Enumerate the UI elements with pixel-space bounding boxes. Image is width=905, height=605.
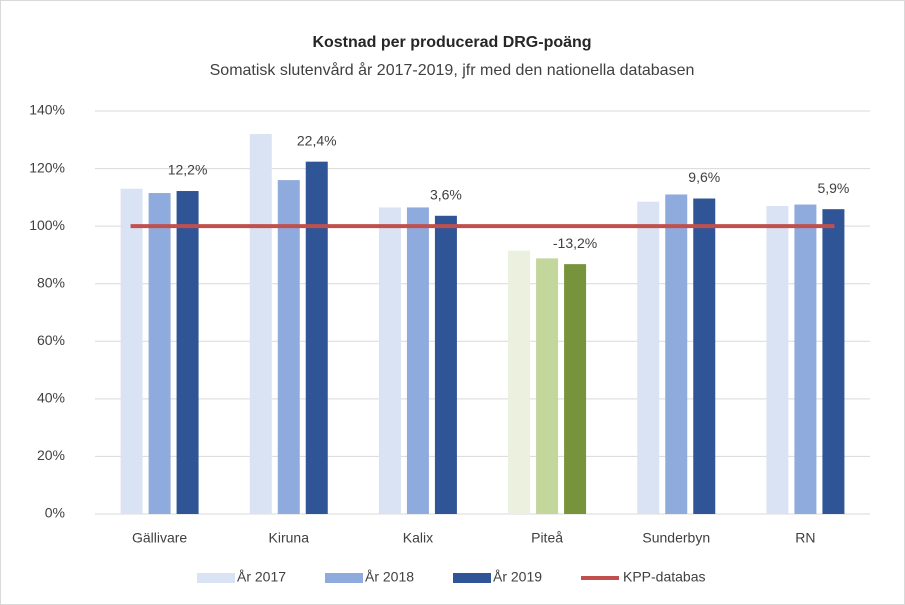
y-tick-label: 40% — [37, 390, 65, 406]
bar — [120, 188, 143, 514]
legend-label: År 2019 — [493, 569, 542, 585]
y-tick-label: 140% — [29, 102, 65, 118]
bar — [148, 193, 171, 514]
x-tick-label: RN — [795, 530, 815, 546]
y-tick-label: 20% — [37, 447, 65, 463]
bar — [794, 204, 817, 514]
x-tick-label: Kalix — [403, 530, 433, 546]
bar — [564, 264, 587, 514]
bar — [536, 258, 559, 514]
annotation: 5,9% — [817, 180, 849, 196]
annotation: -13,2% — [553, 235, 597, 251]
x-tick-label: Sunderbyn — [642, 530, 710, 546]
y-tick-label: 0% — [45, 505, 65, 521]
legend-swatch — [325, 573, 363, 583]
annotation: 3,6% — [430, 186, 462, 202]
bar — [665, 194, 688, 514]
bar — [406, 207, 429, 515]
x-tick-label: Kiruna — [269, 530, 310, 546]
y-tick-label: 120% — [29, 159, 65, 175]
x-tick-label: Piteå — [531, 530, 563, 546]
bar — [693, 198, 716, 514]
bar — [305, 161, 328, 515]
legend-label: År 2017 — [237, 569, 286, 585]
annotation: 22,4% — [297, 132, 337, 148]
annotation: 9,6% — [688, 169, 720, 185]
bar — [637, 201, 660, 515]
y-tick-label: 100% — [29, 217, 65, 233]
bar — [766, 205, 789, 514]
chart-title: Kostnad per producerad DRG-poäng — [312, 34, 591, 51]
y-tick-label: 60% — [37, 332, 65, 348]
x-tick-label: Gällivare — [132, 530, 187, 546]
bar — [277, 180, 300, 515]
bar — [378, 207, 401, 515]
bar — [822, 209, 845, 514]
legend-label: År 2018 — [365, 569, 414, 585]
legend-label: KPP-databas — [623, 569, 706, 585]
y-tick-label: 80% — [37, 274, 65, 290]
bar — [434, 215, 457, 514]
legend-swatch — [197, 573, 235, 583]
legend-swatch — [453, 573, 491, 583]
bar — [249, 134, 272, 514]
bar — [508, 250, 531, 514]
annotation: 12,2% — [168, 162, 208, 178]
bar — [176, 191, 199, 514]
chart-subtitle: Somatisk slutenvård år 2017-2019, jfr me… — [210, 61, 695, 79]
